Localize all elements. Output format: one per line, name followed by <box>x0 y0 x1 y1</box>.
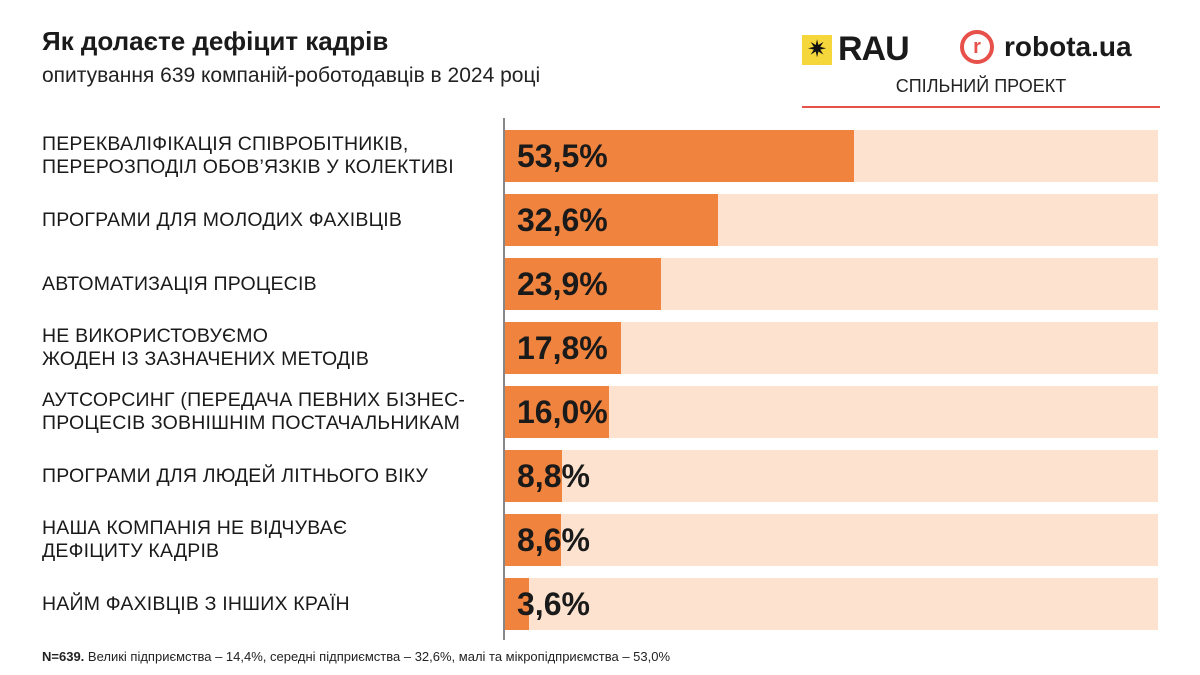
bar <box>505 450 563 502</box>
robota-logo: r robota.ua <box>960 30 1132 64</box>
category-label-line: ЖОДЕН ІЗ ЗАЗНАЧЕНИХ МЕТОДІВ <box>42 348 370 370</box>
bar <box>505 258 662 310</box>
data-label: 23,9% <box>517 266 608 302</box>
y-axis-line <box>503 118 505 640</box>
footnote: N=639. Великі підприємства – 14,4%, сере… <box>42 649 670 664</box>
data-label: 3,6% <box>517 586 590 622</box>
joint-project-label: СПІЛЬНИЙ ПРОЕКТ <box>895 76 1067 96</box>
bar <box>505 578 529 630</box>
category-label-line: АУТСОРСИНГ (ПЕРЕДАЧА ПЕВНИХ БІЗНЕС- <box>42 389 466 411</box>
category-label: АВТОМАТИЗАЦІЯ ПРОЦЕСІВ <box>42 258 497 310</box>
category-label: ПЕРЕКВАЛІФІКАЦІЯ СПІВРОБІТНИКІВ, ПЕРЕРОЗП… <box>42 130 497 182</box>
category-label: НАША КОМПАНІЯ НЕ ВІДЧУВАЄ ДЕФІЦИТУ КАДРІВ <box>42 514 497 566</box>
bar <box>505 130 855 182</box>
rau-star-icon: ✷ <box>802 34 832 65</box>
logos: ✷ RAU r robota.ua СПІЛЬНИЙ ПРОЕКТ <box>802 28 1160 110</box>
data-label: 53,5% <box>517 138 608 174</box>
chart-title: Як долаєте дефіцит кадрів <box>42 26 389 56</box>
category-label-line: ПЕРЕКВАЛІФІКАЦІЯ СПІВРОБІТНИКІВ, <box>42 133 409 155</box>
data-label: 17,8% <box>517 330 608 366</box>
category-label-line: ДЕФІЦИТУ КАДРІВ <box>42 540 220 562</box>
bar <box>505 194 718 246</box>
bar-track: 16,0% <box>505 386 1158 438</box>
category-label: АУТСОРСИНГ (ПЕРЕДАЧА ПЕВНИХ БІЗНЕС- ПРОЦЕ… <box>42 386 497 438</box>
bar <box>505 386 610 438</box>
category-label: НЕ ВИКОРИСТОВУЄМО ЖОДЕН ІЗ ЗАЗНАЧЕНИХ МЕТ… <box>42 322 497 374</box>
bar-track: 8,8% <box>505 450 1158 502</box>
footnote-text: Великі підприємства – 14,4%, середні під… <box>84 649 671 664</box>
category-label: ПРОГРАМИ ДЛЯ МОЛОДИХ ФАХІВЦІВ <box>42 194 497 246</box>
category-label-line: НАЙМ ФАХІВЦІВ З ІНШИХ КРАЇН <box>42 592 350 615</box>
robota-r-icon: r <box>960 30 994 64</box>
category-label-line: ПРОЦЕСІВ ЗОВНІШНІМ ПОСТАЧАЛЬНИКАМ <box>42 412 461 434</box>
rau-logo: ✷ RAU <box>802 30 910 69</box>
data-label: 8,8% <box>517 458 590 494</box>
category-label-line: НАША КОМПАНІЯ НЕ ВІДЧУВАЄ <box>42 517 348 539</box>
bar <box>505 322 622 374</box>
data-label: 8,6% <box>517 522 590 558</box>
category-label: ПРОГРАМИ ДЛЯ ЛЮДЕЙ ЛІТНЬОГО ВІКУ <box>42 450 497 502</box>
footnote-n: N=639. <box>42 649 85 664</box>
category-label-line: ПРОГРАМИ ДЛЯ МОЛОДИХ ФАХІВЦІВ <box>42 208 403 231</box>
category-label: НАЙМ ФАХІВЦІВ З ІНШИХ КРАЇН <box>42 578 497 630</box>
bar-track: 3,6% <box>505 578 1158 630</box>
data-label: 32,6% <box>517 202 608 238</box>
category-label-line: ПЕРЕРОЗПОДІЛ ОБОВ’ЯЗКІВ У КОЛЕКТИВІ <box>42 156 454 178</box>
category-label-line: АВТОМАТИЗАЦІЯ ПРОЦЕСІВ <box>42 272 317 295</box>
logo-divider <box>802 106 1160 108</box>
category-label-line: НЕ ВИКОРИСТОВУЄМО <box>42 325 269 347</box>
bar-track: 32,6% <box>505 194 1158 246</box>
bar <box>505 514 562 566</box>
bar-track: 8,6% <box>505 514 1158 566</box>
data-label: 16,0% <box>517 394 608 430</box>
bar-track: 53,5% <box>505 130 1158 182</box>
robota-logo-text: robota.ua <box>1004 31 1132 62</box>
bar-track: 17,8% <box>505 322 1158 374</box>
rau-logo-text: RAU <box>838 30 910 68</box>
category-label-line: ПРОГРАМИ ДЛЯ ЛЮДЕЙ ЛІТНЬОГО ВІКУ <box>42 464 429 487</box>
chart-subtitle: опитування 639 компаній-роботодавців в 2… <box>42 64 541 87</box>
bar-track: 23,9% <box>505 258 1158 310</box>
